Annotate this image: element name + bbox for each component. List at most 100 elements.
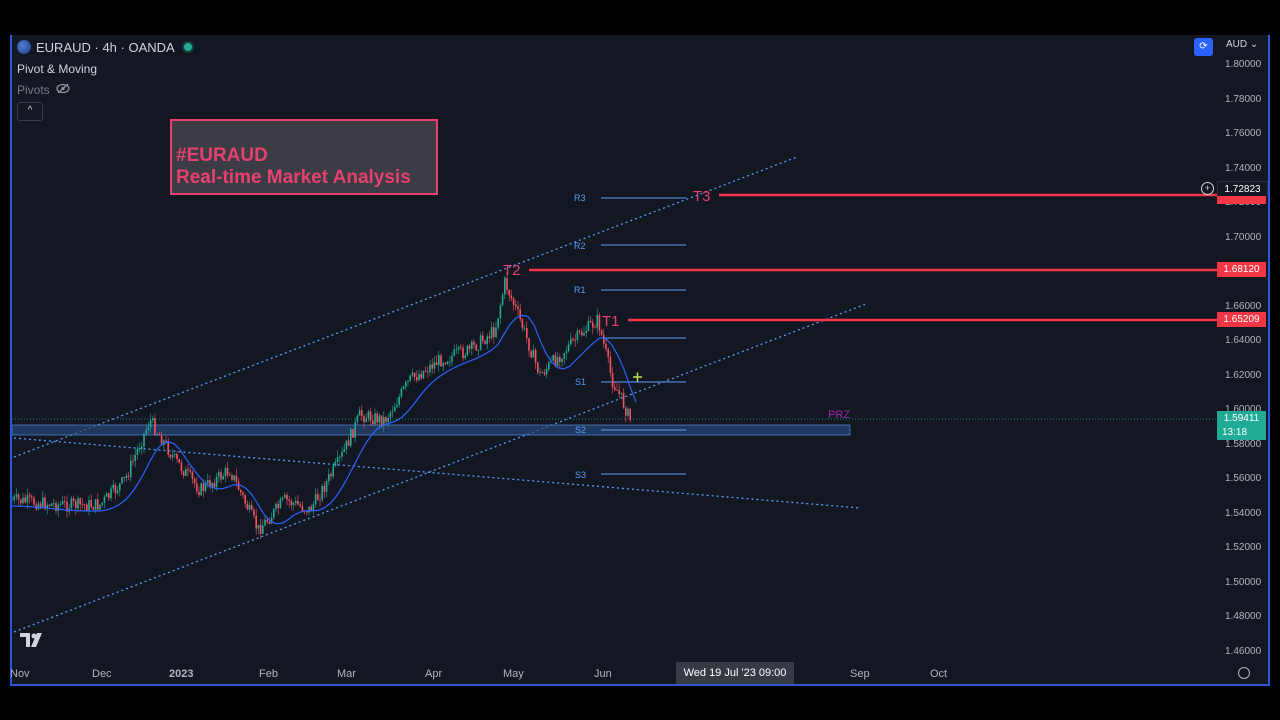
candle-body — [519, 309, 521, 320]
candle-body — [57, 504, 59, 511]
price-axis-label: 1.48000 — [1225, 611, 1262, 622]
candle-body — [288, 499, 290, 502]
candle-body — [273, 508, 275, 518]
candle-body — [123, 477, 125, 479]
candle-body — [587, 320, 590, 331]
candle-body — [396, 404, 398, 407]
candle-body — [180, 462, 183, 472]
price-axis-label: 1.64000 — [1225, 335, 1262, 346]
candle-body — [64, 501, 66, 503]
candle-body — [59, 504, 62, 506]
candle-body — [103, 496, 106, 503]
indicator-name[interactable]: Pivot & Moving — [17, 62, 98, 76]
candle-body — [411, 372, 414, 376]
candle-body — [627, 408, 629, 416]
candle-body — [99, 504, 101, 510]
candle-body — [614, 387, 616, 390]
symbol-title[interactable]: EURAUD · 4h · OANDA — [36, 40, 175, 55]
symbol-logo-icon — [17, 40, 31, 54]
candle-body — [510, 295, 513, 299]
candle-body — [330, 474, 332, 477]
candle-body — [178, 458, 180, 463]
candle-body — [618, 390, 620, 394]
candle-body — [215, 476, 218, 487]
candle-body — [24, 497, 26, 503]
candle-body — [116, 490, 119, 493]
candle-body — [581, 331, 583, 336]
candle-body — [325, 481, 328, 492]
candle-body — [229, 475, 231, 476]
time-axis-label: Jun — [594, 668, 612, 680]
candle-body — [165, 440, 167, 442]
candle-body — [622, 392, 625, 408]
annotation-title: Real-time Market Analysis — [176, 167, 411, 188]
candle-body — [220, 472, 222, 480]
candle-body — [442, 362, 444, 367]
candle-body — [156, 433, 158, 435]
candle-body — [508, 289, 510, 296]
candle-body — [334, 461, 337, 466]
prz-label: PRZ — [828, 409, 850, 421]
candle-body — [26, 495, 29, 503]
candle-body — [20, 499, 22, 504]
candle-body — [451, 355, 453, 362]
price-axis-label: 1.70000 — [1225, 231, 1262, 243]
pivots-indicator-label[interactable]: Pivots — [17, 83, 50, 97]
sync-icon[interactable]: ⟳ — [1194, 38, 1213, 56]
collapse-legend-button[interactable]: ^ — [17, 102, 43, 121]
candle-body — [284, 494, 286, 498]
settings-gear-icon[interactable] — [1238, 667, 1250, 679]
time-axis-label: Nov — [10, 668, 30, 680]
pivot-label-r3: R3 — [574, 193, 586, 203]
candle-body — [209, 480, 211, 488]
candle-body — [92, 507, 95, 510]
candle-body — [457, 346, 460, 350]
candle-body — [501, 294, 504, 306]
candle-body — [50, 503, 53, 507]
candle-body — [231, 475, 233, 480]
candle-body — [143, 433, 145, 447]
candle-body — [563, 353, 565, 359]
time-axis-label: 2023 — [169, 668, 194, 680]
price-tag-t3-bar — [1217, 196, 1266, 204]
candle-body — [187, 469, 189, 471]
price-axis-label: 1.60000 — [1225, 404, 1262, 415]
candle-body — [171, 454, 174, 458]
candle-body — [281, 497, 284, 500]
market-status-icon — [184, 43, 192, 51]
candle-body — [224, 468, 227, 477]
candle-body — [629, 408, 631, 421]
candle-body — [72, 498, 75, 502]
candle-body — [257, 524, 260, 529]
candle-body — [385, 417, 387, 423]
candle-body — [466, 345, 469, 356]
candle-body — [97, 499, 99, 510]
candle-body — [389, 412, 392, 418]
candle-body — [112, 484, 114, 489]
candle-body — [66, 501, 68, 512]
candle-body — [446, 361, 449, 365]
candle-body — [424, 370, 427, 372]
candle-body — [37, 503, 40, 510]
candle-body — [17, 494, 20, 500]
candle-body — [484, 340, 486, 344]
candle-body — [543, 372, 546, 375]
candle-body — [526, 328, 528, 339]
candle-body — [15, 494, 18, 497]
candle-body — [266, 519, 268, 522]
candle-body — [600, 330, 603, 335]
candle-body — [495, 327, 497, 337]
tradingview-logo-icon[interactable] — [20, 633, 46, 652]
add-alert-icon[interactable]: + — [1201, 182, 1214, 195]
candle-body — [449, 361, 451, 363]
candle-body — [196, 483, 198, 492]
candle-body — [125, 475, 128, 479]
currency-selector[interactable]: AUD ⌄ — [1226, 39, 1259, 50]
candle-body — [149, 420, 152, 428]
candle-body — [537, 362, 539, 373]
candle-body — [138, 448, 141, 450]
eye-off-icon[interactable] — [56, 83, 70, 97]
analysis-annotation[interactable]: #EURAUD Real-time Market Analysis — [170, 119, 438, 195]
prz-zone — [11, 424, 851, 436]
